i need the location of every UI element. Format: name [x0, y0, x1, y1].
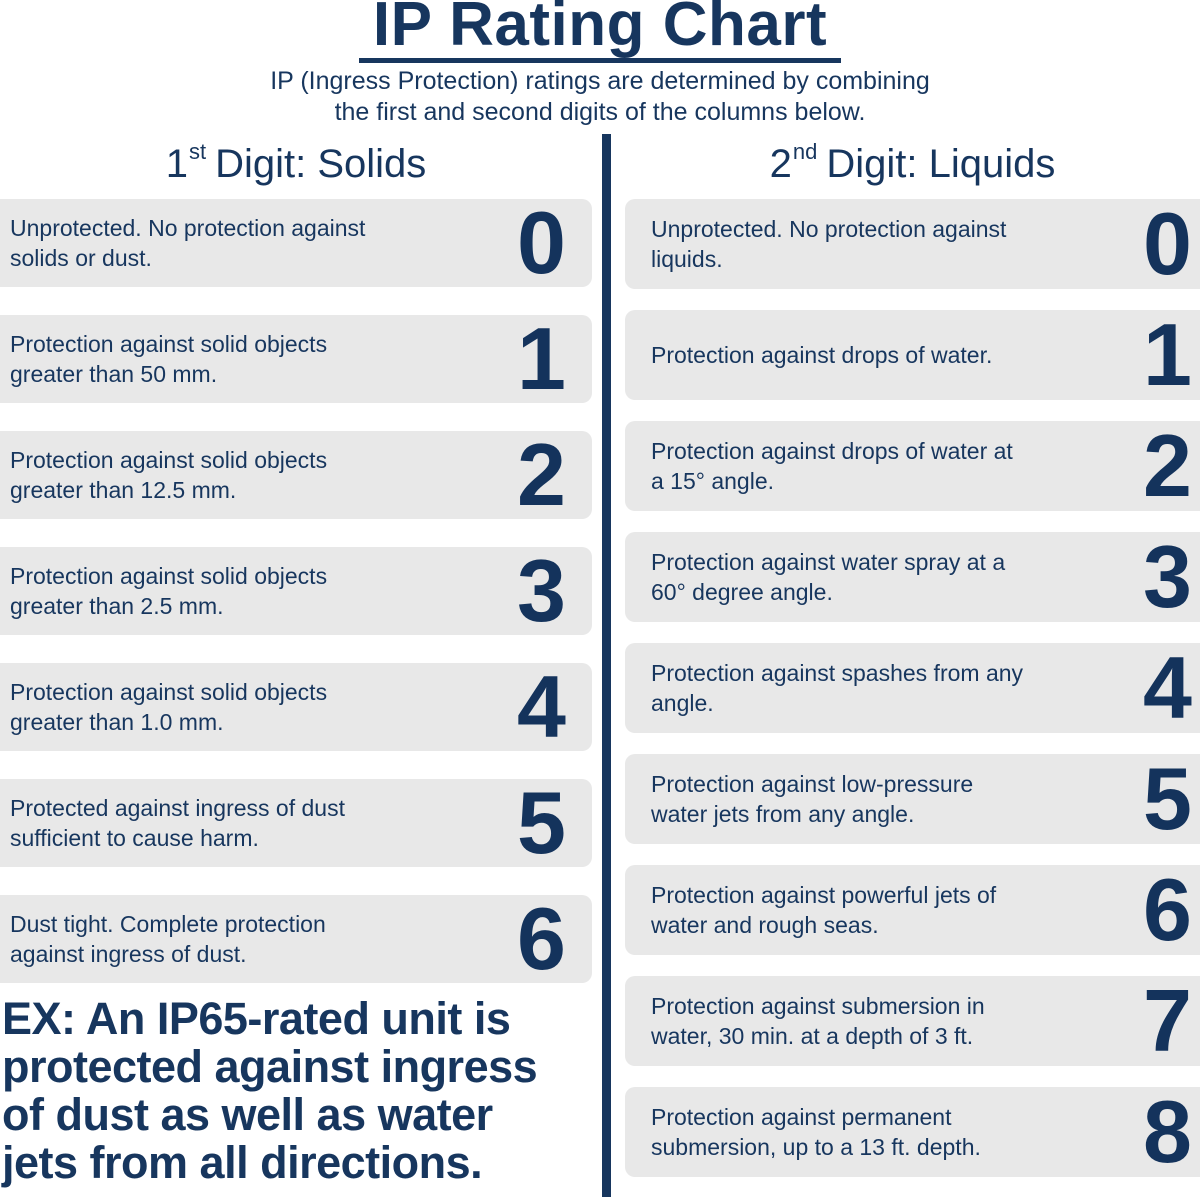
- rating-description: Protection against solid objects greater…: [10, 331, 328, 387]
- rating-description: Protection against water spray at a 60° …: [651, 549, 1006, 605]
- rating-description: Protection against submersion in water, …: [651, 993, 985, 1049]
- rating-description: Protection against low-pressure water je…: [651, 771, 974, 827]
- solids-rows: Unprotected. No protection against solid…: [0, 199, 592, 983]
- page-subtitle: IP (Ingress Protection) ratings are dete…: [270, 67, 930, 126]
- rating-digit: 7: [1143, 971, 1192, 1070]
- liquids-row-6: Protection against powerful jets of wate…: [625, 865, 1200, 955]
- rating-description: Unprotected. No protection against liqui…: [651, 216, 1007, 272]
- rating-digit: 0: [517, 193, 566, 292]
- column-divider: [602, 134, 611, 1197]
- solids-heading-label: Digit: Solids: [215, 142, 427, 186]
- rating-digit: 3: [1143, 527, 1192, 626]
- rating-digit: 1: [517, 309, 566, 408]
- solids-heading-digit: 1: [165, 142, 188, 186]
- rating-description: Protection against solid objects greater…: [10, 679, 328, 735]
- page-title: IP Rating Chart: [358, 0, 842, 63]
- rating-digit: 5: [517, 773, 566, 872]
- example-note: EX: An IP65-rated unit is protected agai…: [2, 993, 538, 1188]
- liquids-heading-label: Digit: Liquids: [826, 142, 1056, 186]
- rating-digit: 1: [1143, 305, 1192, 404]
- solids-row-6: Dust tight. Complete protection against …: [0, 895, 592, 983]
- solids-row-2: Protection against solid objects greater…: [0, 431, 592, 519]
- liquids-heading-digit: 2: [769, 142, 792, 186]
- rating-digit: 6: [1143, 860, 1192, 959]
- rating-description: Protection against solid objects greater…: [10, 563, 328, 619]
- rating-description: Protection against drops of water.: [651, 342, 993, 368]
- rating-digit: 4: [517, 657, 566, 756]
- solids-row-3: Protection against solid objects greater…: [0, 547, 592, 635]
- rating-description: Protected against ingress of dust suffic…: [10, 795, 345, 851]
- liquids-row-4: Protection against spashes from any angl…: [625, 643, 1200, 733]
- liquids-row-5: Protection against low-pressure water je…: [625, 754, 1200, 844]
- rating-description: Protection against drops of water at a 1…: [651, 438, 1013, 494]
- rating-digit: 0: [1143, 194, 1192, 293]
- rating-digit: 6: [517, 889, 566, 988]
- liquids-row-8: Protection against permanent submersion,…: [625, 1087, 1200, 1177]
- rating-description: Unprotected. No protection against solid…: [10, 215, 366, 271]
- rating-description: Protection against solid objects greater…: [10, 447, 328, 503]
- rating-digit: 3: [517, 541, 566, 640]
- solids-row-4: Protection against solid objects greater…: [0, 663, 592, 751]
- rating-digit: 2: [1143, 416, 1192, 515]
- liquids-row-3: Protection against water spray at a 60° …: [625, 532, 1200, 622]
- rating-digit: 2: [517, 425, 566, 524]
- solids-row-0: Unprotected. No protection against solid…: [0, 199, 592, 287]
- liquids-row-7: Protection against submersion in water, …: [625, 976, 1200, 1066]
- rating-digit: 4: [1143, 638, 1192, 737]
- page-header: IP Rating Chart IP (Ingress Protection) …: [0, 0, 1200, 128]
- rating-description: Dust tight. Complete protection against …: [10, 911, 326, 967]
- rating-digit: 8: [1143, 1082, 1192, 1181]
- solids-row-5: Protected against ingress of dust suffic…: [0, 779, 592, 867]
- solids-row-1: Protection against solid objects greater…: [0, 315, 592, 403]
- liquids-rows: Unprotected. No protection against liqui…: [625, 199, 1200, 1177]
- rating-description: Protection against spashes from any angl…: [651, 660, 1024, 716]
- liquids-row-2: Protection against drops of water at a 1…: [625, 421, 1200, 511]
- rating-description: Protection against powerful jets of wate…: [651, 882, 997, 938]
- rating-digit: 5: [1143, 749, 1192, 848]
- rating-description: Protection against permanent submersion,…: [651, 1104, 981, 1160]
- liquids-row-0: Unprotected. No protection against liqui…: [625, 199, 1200, 289]
- liquids-row-1: Protection against drops of water. 1: [625, 310, 1200, 400]
